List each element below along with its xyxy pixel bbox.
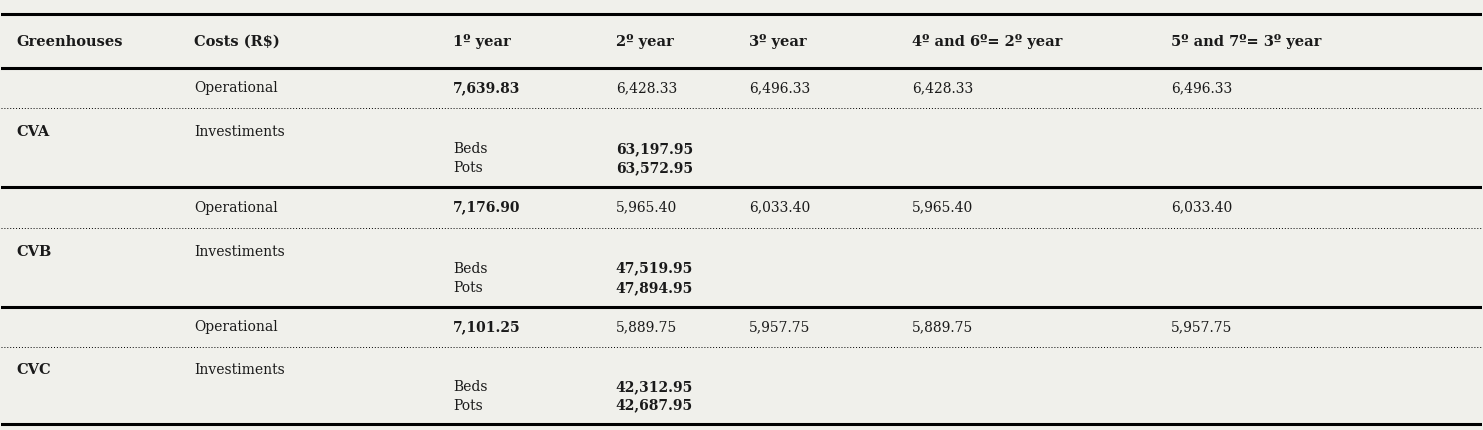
Text: Pots: Pots	[452, 399, 482, 412]
Text: CVA: CVA	[16, 125, 49, 139]
Text: CVC: CVC	[16, 363, 50, 377]
Text: 5,889.75: 5,889.75	[615, 320, 676, 334]
Text: CVB: CVB	[16, 245, 52, 259]
Text: 6,033.40: 6,033.40	[1170, 200, 1232, 215]
Text: Pots: Pots	[452, 161, 482, 175]
Text: Pots: Pots	[452, 281, 482, 295]
Text: Beds: Beds	[452, 142, 488, 156]
Text: 42,687.95: 42,687.95	[615, 399, 693, 412]
Text: 5,957.75: 5,957.75	[749, 320, 810, 334]
Text: Costs (R$): Costs (R$)	[194, 35, 280, 49]
Text: 7,639.83: 7,639.83	[452, 81, 521, 95]
Text: Investiments: Investiments	[194, 363, 285, 377]
Text: Operational: Operational	[194, 320, 277, 334]
Text: 2º year: 2º year	[615, 34, 673, 49]
Text: 47,894.95: 47,894.95	[615, 281, 693, 295]
Text: Greenhouses: Greenhouses	[16, 35, 123, 49]
Text: 6,496.33: 6,496.33	[1170, 81, 1232, 95]
Text: Investiments: Investiments	[194, 125, 285, 139]
Text: 7,101.25: 7,101.25	[452, 320, 521, 334]
Text: Beds: Beds	[452, 380, 488, 394]
Text: 5º and 7º= 3º year: 5º and 7º= 3º year	[1170, 34, 1321, 49]
Text: 4º and 6º= 2º year: 4º and 6º= 2º year	[912, 34, 1062, 49]
Text: 3º year: 3º year	[749, 34, 807, 49]
Text: 5,965.40: 5,965.40	[615, 200, 676, 215]
Text: 47,519.95: 47,519.95	[615, 261, 693, 276]
Text: Beds: Beds	[452, 261, 488, 276]
Text: 6,033.40: 6,033.40	[749, 200, 810, 215]
Text: 5,957.75: 5,957.75	[1170, 320, 1232, 334]
Text: 6,428.33: 6,428.33	[615, 81, 676, 95]
Text: Operational: Operational	[194, 200, 277, 215]
Text: 6,428.33: 6,428.33	[912, 81, 973, 95]
Text: 5,965.40: 5,965.40	[912, 200, 973, 215]
Text: Operational: Operational	[194, 81, 277, 95]
Text: Investiments: Investiments	[194, 245, 285, 259]
Text: 63,197.95: 63,197.95	[615, 142, 693, 156]
Text: 63,572.95: 63,572.95	[615, 161, 693, 175]
Text: 5,889.75: 5,889.75	[912, 320, 973, 334]
Text: 42,312.95: 42,312.95	[615, 380, 693, 394]
Text: 6,496.33: 6,496.33	[749, 81, 810, 95]
Text: 1º year: 1º year	[452, 34, 510, 49]
Text: 7,176.90: 7,176.90	[452, 200, 521, 215]
